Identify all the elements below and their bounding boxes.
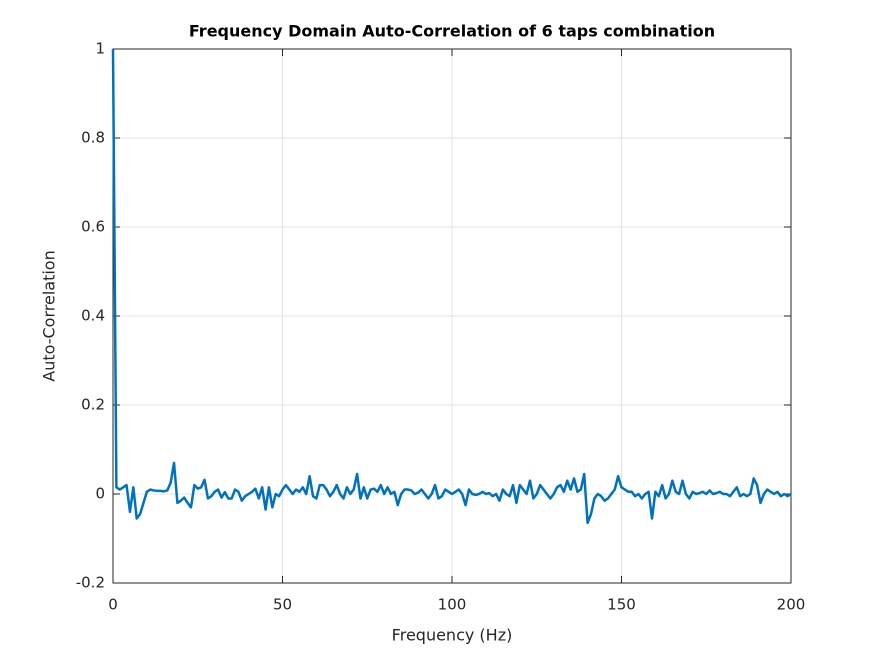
y-tick-label: 0.2 xyxy=(81,396,105,414)
y-axis-label: Auto-Correlation xyxy=(40,250,59,381)
plot-frame xyxy=(112,48,792,584)
x-tick-label: 0 xyxy=(108,596,118,614)
x-axis-label: Frequency (Hz) xyxy=(392,626,513,645)
y-tick-label: 0.8 xyxy=(81,129,105,147)
data-line xyxy=(111,48,792,525)
y-tick-label: 0 xyxy=(95,485,105,503)
y-tick-label: 0.6 xyxy=(81,218,105,236)
chart-title: Frequency Domain Auto-Correlation of 6 t… xyxy=(189,22,715,41)
y-tick-label: 0.4 xyxy=(81,307,105,325)
x-tick-label: 100 xyxy=(438,596,467,614)
x-tick-label: 150 xyxy=(607,596,636,614)
y-tick-label: -0.2 xyxy=(76,574,105,592)
x-tick-label: 50 xyxy=(273,596,292,614)
x-tick-label: 200 xyxy=(777,596,806,614)
y-tick-label: 1 xyxy=(95,40,105,58)
